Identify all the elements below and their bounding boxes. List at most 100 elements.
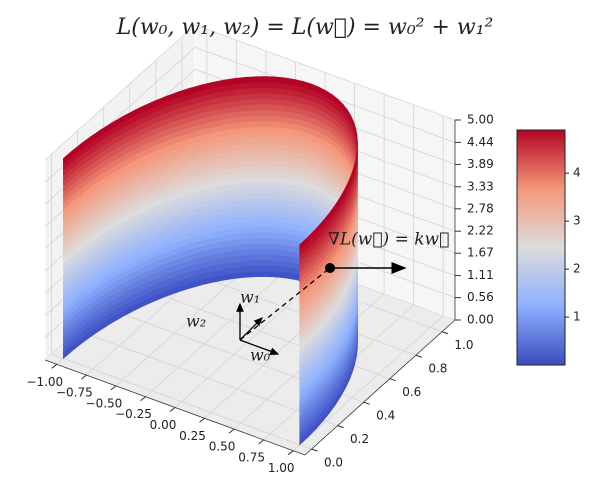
surface-cell [245,165,258,173]
colorbar-tick-label: 2 [573,262,581,276]
surface-cell [286,77,296,86]
grid-line [145,261,296,398]
z-tick-label: 3.89 [467,157,494,171]
surface-cell [256,170,268,177]
surface-cell [256,198,268,205]
x-tick-label: 0.25 [179,429,206,443]
grid-line [77,330,338,427]
z-tick-label: 5.00 [467,113,494,127]
surface-cell [256,270,268,277]
surface-cell [266,220,278,228]
surface-cell [256,98,268,105]
tick-mark [140,396,146,402]
y-tick-label: 0.4 [376,409,395,423]
surface-cell [245,87,258,95]
surface-cell [266,248,278,256]
surface-cell [245,181,258,189]
surface-cell [256,109,268,116]
surface-cell [245,231,258,239]
surface-cell [266,159,278,167]
tick-mark [51,363,58,369]
surface-cell [266,237,278,245]
tick-mark [110,385,117,391]
surface-cell [256,137,268,144]
surface-cell [245,187,258,195]
surface-cell [235,76,247,85]
surface-cell [256,154,268,161]
surface-cell [245,192,258,200]
tick-mark [81,374,87,380]
gradient-label: ∇L(w⃗) = kw⃗ [328,230,449,250]
surface-cell [266,76,278,83]
surface-cell [256,204,268,211]
surface-cell [256,209,268,216]
surface-cell [256,192,268,200]
surface-cell [245,126,258,134]
tick-mark [169,407,176,412]
surface-cell [245,176,258,184]
surface-cell [256,220,268,227]
x-tick-label: 0.00 [150,418,177,432]
y-tick-label: 1.0 [454,338,473,352]
basis-arrow [239,317,263,341]
basis-label: w₀ [250,346,271,365]
surface-cell [245,148,258,156]
tick-mark [287,450,294,456]
colorbar-tick-label: 1 [573,310,581,324]
colorbar: 1 2 3 4 [516,129,581,366]
z-tick-label: 4.44 [467,135,494,149]
z-tick-label: 0.00 [467,313,494,327]
surface-cell [266,137,278,145]
tick-mark [311,448,318,452]
surface-cell [245,159,258,167]
surface [63,76,358,446]
z-tick-label: 1.11 [467,268,494,282]
surface-cell [266,165,278,172]
surface-cell [266,126,278,133]
surface-cell [256,226,268,233]
colorbar-body [516,129,566,366]
tick-mark [389,378,396,382]
grid-line [194,24,456,121]
surface-cell [266,131,278,139]
y-tick-label: 0.6 [402,385,421,399]
surface-cell [266,259,278,267]
surface-cell [266,154,278,161]
surface-cell [266,204,278,211]
surface-cell [245,220,258,228]
tick-mark [199,417,205,423]
z-tick-label: 1.67 [467,246,494,260]
surface-cell [266,226,278,233]
surface-cell [245,142,258,150]
tick-mark [337,425,344,429]
surface-cell [256,148,268,155]
surface-cell [266,142,278,150]
surface-cell [256,120,268,127]
tick-mark [258,439,264,445]
surface-cell [256,81,268,89]
surface-cell [245,154,258,161]
surface-cell [266,148,278,156]
surface-cell [266,87,278,95]
surface-cell [245,270,258,278]
x-tick-label: −0.75 [56,386,93,400]
surface-cell [256,265,268,272]
surface-cell [266,270,278,278]
basis-arrow [239,339,280,355]
surface-cell [256,254,268,261]
surface-cell [276,76,287,84]
surface-cell [245,248,258,256]
axis-line [304,319,456,456]
dashed-vector [239,267,331,341]
surface-cell [245,265,258,273]
surface-cell [266,231,278,239]
z-tick-label: 2.78 [467,201,494,215]
surface-cell [256,176,268,183]
surface-cell [245,92,258,100]
surface-cell [245,254,258,261]
z-tick-label: 3.33 [467,179,494,193]
surface-cell [266,109,278,117]
annotations: w₀ w₁ w₂ ∇L(w⃗) = kw⃗ [186,230,449,365]
surface-cell [256,187,268,194]
